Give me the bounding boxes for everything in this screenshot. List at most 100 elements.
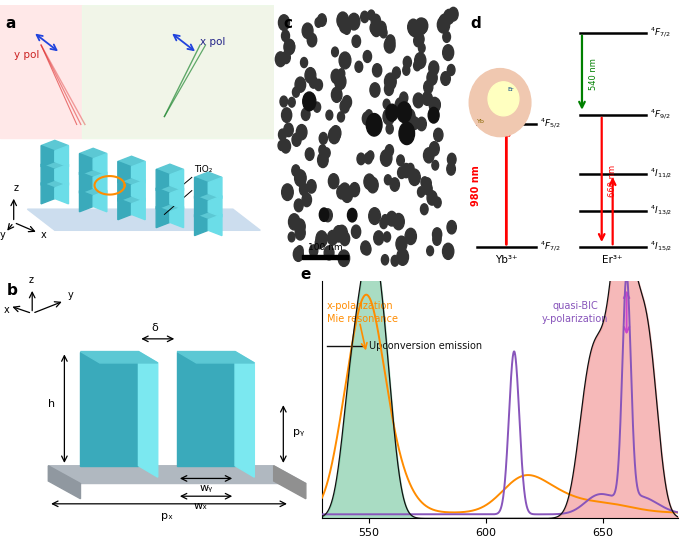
Circle shape	[424, 80, 433, 93]
Text: 540 nm: 540 nm	[588, 58, 597, 90]
Polygon shape	[93, 153, 107, 175]
Text: Er³⁺: Er³⁺	[602, 255, 623, 265]
Text: x-polarization
Mie resonance: x-polarization Mie resonance	[327, 301, 397, 323]
Polygon shape	[41, 177, 68, 188]
Circle shape	[301, 108, 310, 120]
Circle shape	[347, 208, 357, 222]
Text: Upconversion emission: Upconversion emission	[369, 341, 482, 352]
Polygon shape	[177, 352, 235, 465]
Circle shape	[342, 187, 353, 202]
Polygon shape	[55, 183, 68, 204]
Circle shape	[329, 127, 340, 144]
Polygon shape	[170, 188, 184, 209]
Text: z: z	[29, 275, 34, 285]
Circle shape	[399, 237, 406, 247]
Text: Yb: Yb	[477, 119, 485, 124]
Circle shape	[295, 170, 306, 186]
Circle shape	[414, 60, 421, 71]
Polygon shape	[93, 191, 107, 212]
Polygon shape	[274, 465, 306, 499]
Circle shape	[282, 30, 290, 42]
Bar	[0, 5, 274, 138]
Polygon shape	[118, 193, 145, 204]
Circle shape	[393, 67, 400, 78]
Circle shape	[432, 160, 438, 170]
Circle shape	[440, 72, 450, 85]
Circle shape	[382, 255, 388, 265]
Circle shape	[348, 14, 360, 30]
Circle shape	[390, 178, 399, 191]
Circle shape	[362, 112, 371, 125]
Polygon shape	[41, 183, 55, 204]
Text: h: h	[48, 400, 55, 409]
Circle shape	[288, 214, 300, 230]
Circle shape	[403, 65, 410, 75]
Circle shape	[340, 18, 350, 33]
Circle shape	[443, 31, 451, 42]
Circle shape	[427, 71, 437, 85]
Polygon shape	[195, 172, 222, 183]
Text: x pol: x pol	[200, 37, 225, 47]
Text: e: e	[301, 267, 311, 281]
Circle shape	[407, 164, 414, 173]
Circle shape	[340, 232, 349, 246]
Circle shape	[424, 178, 432, 188]
Circle shape	[332, 87, 342, 103]
Circle shape	[318, 152, 328, 167]
Circle shape	[380, 150, 392, 166]
Circle shape	[382, 214, 388, 225]
Polygon shape	[79, 185, 107, 196]
Polygon shape	[79, 172, 93, 193]
Circle shape	[370, 83, 380, 97]
Text: TiO₂: TiO₂	[195, 165, 213, 174]
Circle shape	[443, 45, 453, 60]
Polygon shape	[132, 199, 145, 220]
Circle shape	[374, 231, 384, 245]
Polygon shape	[156, 183, 184, 193]
Circle shape	[366, 110, 373, 120]
Circle shape	[449, 8, 458, 21]
Text: a: a	[5, 16, 16, 31]
Circle shape	[295, 199, 303, 212]
Polygon shape	[208, 196, 222, 217]
Text: y pol: y pol	[14, 50, 39, 60]
Circle shape	[397, 155, 404, 166]
Circle shape	[323, 209, 332, 222]
Circle shape	[396, 236, 407, 252]
Circle shape	[343, 24, 351, 35]
Circle shape	[295, 219, 306, 234]
Circle shape	[351, 225, 361, 238]
Circle shape	[324, 246, 334, 260]
Circle shape	[383, 99, 390, 109]
Text: $^4I_{11/2}$: $^4I_{11/2}$	[650, 167, 672, 181]
Polygon shape	[138, 352, 158, 477]
Circle shape	[380, 218, 387, 228]
Circle shape	[425, 93, 432, 104]
Text: quasi-BIC
y-polarization: quasi-BIC y-polarization	[542, 301, 608, 323]
Circle shape	[332, 47, 338, 57]
Text: $^4F_{5/2}$: $^4F_{5/2}$	[540, 117, 561, 131]
Circle shape	[401, 164, 411, 178]
Circle shape	[386, 124, 393, 134]
Polygon shape	[41, 140, 68, 151]
Circle shape	[292, 133, 301, 146]
Circle shape	[371, 14, 381, 28]
Text: y: y	[68, 290, 73, 300]
Text: Yb³⁺: Yb³⁺	[495, 255, 518, 265]
Circle shape	[282, 51, 290, 64]
Circle shape	[336, 225, 347, 241]
Circle shape	[447, 64, 455, 76]
Circle shape	[405, 228, 416, 245]
Circle shape	[279, 15, 290, 30]
Circle shape	[383, 109, 395, 125]
Text: c: c	[284, 16, 292, 31]
Circle shape	[315, 237, 323, 249]
Circle shape	[297, 125, 307, 140]
Circle shape	[363, 51, 371, 63]
Circle shape	[395, 98, 406, 113]
Circle shape	[357, 153, 365, 165]
Circle shape	[429, 141, 439, 156]
Circle shape	[447, 220, 456, 234]
Polygon shape	[132, 180, 145, 201]
Circle shape	[338, 69, 345, 78]
